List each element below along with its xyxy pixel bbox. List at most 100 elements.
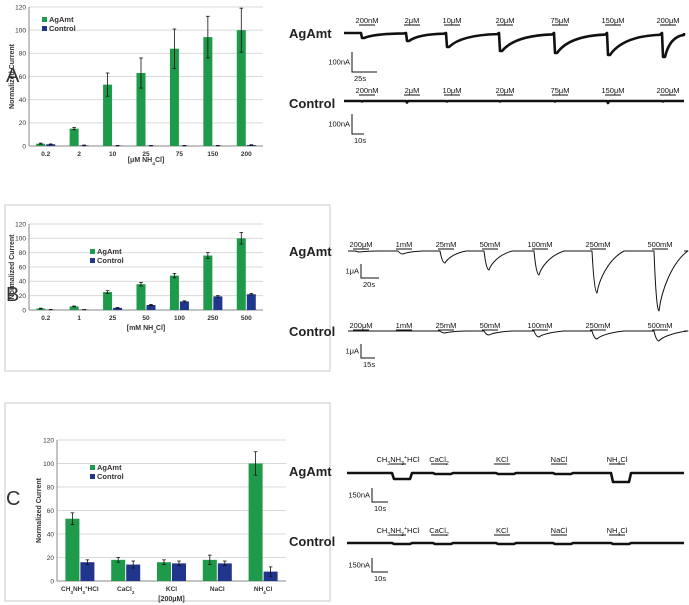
- x-axis-label: [200μM]: [158, 596, 184, 603]
- current-trace: [347, 471, 684, 484]
- trace-label: Control: [289, 96, 335, 111]
- agamt-bar: [103, 84, 113, 146]
- y-axis-label: Normalized Current: [36, 477, 43, 543]
- y-tick-label: 120: [15, 4, 26, 11]
- agamt-bar: [203, 37, 213, 146]
- trace-label: Control: [289, 324, 335, 339]
- scale-bar: [371, 558, 388, 573]
- panel-c-chart-frame: [4, 402, 331, 602]
- concentration-label: NaCl: [551, 526, 568, 535]
- y-tick-label: 60: [47, 508, 55, 515]
- scale-time-label: 25s: [354, 74, 366, 83]
- concentration-label: 2μM: [405, 16, 420, 25]
- x-tick-label: 250: [207, 315, 218, 322]
- agamt-bar: [111, 559, 126, 581]
- concentration-label: 10μM: [443, 16, 462, 25]
- concentration-label: NH4Cl: [607, 455, 628, 467]
- y-tick-label: 80: [19, 51, 27, 58]
- legend-label: AgAmt: [49, 15, 74, 24]
- bar-chart-2: 0 20 40 60 80 100 120 Normalized Current CH3NH3+…: [36, 437, 286, 603]
- y-tick-label: 40: [47, 531, 55, 538]
- scale-current-label: 1μA: [346, 347, 360, 356]
- control-bar: [213, 296, 223, 310]
- x-tick-label: 25: [142, 151, 150, 158]
- trace-row-0-1: Control 200nM 2μM 10μM 20μM 75μM 150μM 200μM 100…: [289, 86, 684, 145]
- control-bar: [217, 563, 232, 581]
- agamt-bar: [136, 73, 146, 146]
- agamt-bar: [103, 292, 113, 310]
- scale-bar: [371, 488, 388, 503]
- trace-label: Control: [289, 534, 335, 549]
- legend-label: Control: [97, 472, 124, 481]
- agamt-bar: [236, 30, 246, 147]
- x-tick-label: NaCl: [210, 586, 225, 593]
- legend-swatch: [42, 26, 47, 31]
- concentration-label: 25mM: [436, 240, 457, 249]
- panel-label-c: C: [6, 488, 20, 510]
- x-tick-label: 100: [174, 315, 185, 322]
- y-tick-label: 100: [43, 461, 54, 468]
- control-bar: [126, 564, 141, 581]
- legend-label: Control: [97, 256, 124, 265]
- concentration-label: 75μM: [551, 16, 570, 25]
- concentration-label: 150μM: [601, 86, 624, 95]
- control-bar: [146, 304, 156, 310]
- concentration-label: 1mM: [396, 321, 413, 330]
- concentration-label: 200nM: [356, 16, 379, 25]
- trace-row-0-0: AgAmt 200nM 2μM 10μM 20μM 75μM 150μM 200μM 100nA…: [289, 16, 686, 83]
- y-tick-label: 40: [19, 97, 27, 104]
- current-traces: AgAmt 200nM 2μM 10μM 20μM 75μM 150μM 200μM 100nA…: [289, 16, 689, 583]
- scale-bar: [351, 52, 377, 73]
- y-axis-label: Normalized Current: [9, 234, 16, 300]
- agamt-bar: [248, 463, 263, 581]
- scale-current-label: 100nA: [328, 58, 350, 67]
- y-tick-label: 0: [50, 578, 54, 585]
- trace-row-2-1: Control CH3NH3+HCl CaCl2 KCl NaCl NH4Cl 150nA 1…: [289, 526, 684, 583]
- y-tick-label: 0: [22, 143, 26, 150]
- concentration-label: 25mM: [436, 321, 457, 330]
- scale-time-label: 15s: [363, 360, 375, 369]
- concentration-label: 150μM: [601, 16, 624, 25]
- agamt-bar: [236, 238, 246, 310]
- scale-bar: [351, 114, 364, 135]
- scale-time-label: 10s: [354, 136, 366, 145]
- agamt-bar: [169, 48, 179, 147]
- y-tick-label: 80: [19, 250, 27, 257]
- x-tick-label: 0.2: [41, 151, 50, 158]
- concentration-label: 50mM: [480, 240, 501, 249]
- concentration-label: 10μM: [443, 86, 462, 95]
- y-axis-label: Normalized Current: [9, 43, 16, 109]
- trace-label: AgAmt: [289, 464, 332, 479]
- scale-current-label: 150nA: [348, 561, 370, 570]
- scale-time-label: 20s: [363, 280, 375, 289]
- agamt-bar: [136, 284, 146, 310]
- concentration-label: 200μM: [656, 16, 679, 25]
- y-tick-label: 20: [47, 555, 55, 562]
- trace-row-1-0: AgAmt 200μM 1mM 25mM 50mM 100mM 250mM 500mM 1μA2…: [289, 240, 689, 312]
- y-tick-label: 60: [19, 264, 27, 271]
- y-tick-label: 0: [22, 307, 26, 314]
- x-tick-label: 1: [77, 315, 81, 322]
- control-bar: [172, 563, 186, 581]
- current-trace: [344, 99, 684, 105]
- panel-label-b: B: [6, 284, 19, 306]
- concentration-label: 200nM: [356, 86, 379, 95]
- bar-chart-0: 0 20 40 60 80 100 120 Normalized Current 0.2 2 10 2…: [9, 4, 263, 167]
- concentration-label: CaCl2: [429, 455, 449, 467]
- agamt-bar: [157, 562, 171, 581]
- y-tick-label: 40: [19, 279, 27, 286]
- x-tick-label: CaCl2: [117, 586, 135, 595]
- trace-row-1-1: Control 200μM 1mM 25mM 50mM 100mM 250mM 500mM 1μ…: [289, 321, 689, 369]
- concentration-label: 75μM: [551, 86, 570, 95]
- agamt-bar: [202, 559, 217, 581]
- agamt-bar: [203, 255, 213, 310]
- scale-bar: [360, 344, 375, 359]
- concentration-label: 100mM: [527, 321, 552, 330]
- legend-label: AgAmt: [97, 463, 122, 472]
- y-tick-label: 20: [19, 293, 27, 300]
- legend-label: AgAmt: [97, 247, 122, 256]
- x-tick-label: 200: [241, 151, 252, 158]
- concentration-label: 20μM: [496, 86, 515, 95]
